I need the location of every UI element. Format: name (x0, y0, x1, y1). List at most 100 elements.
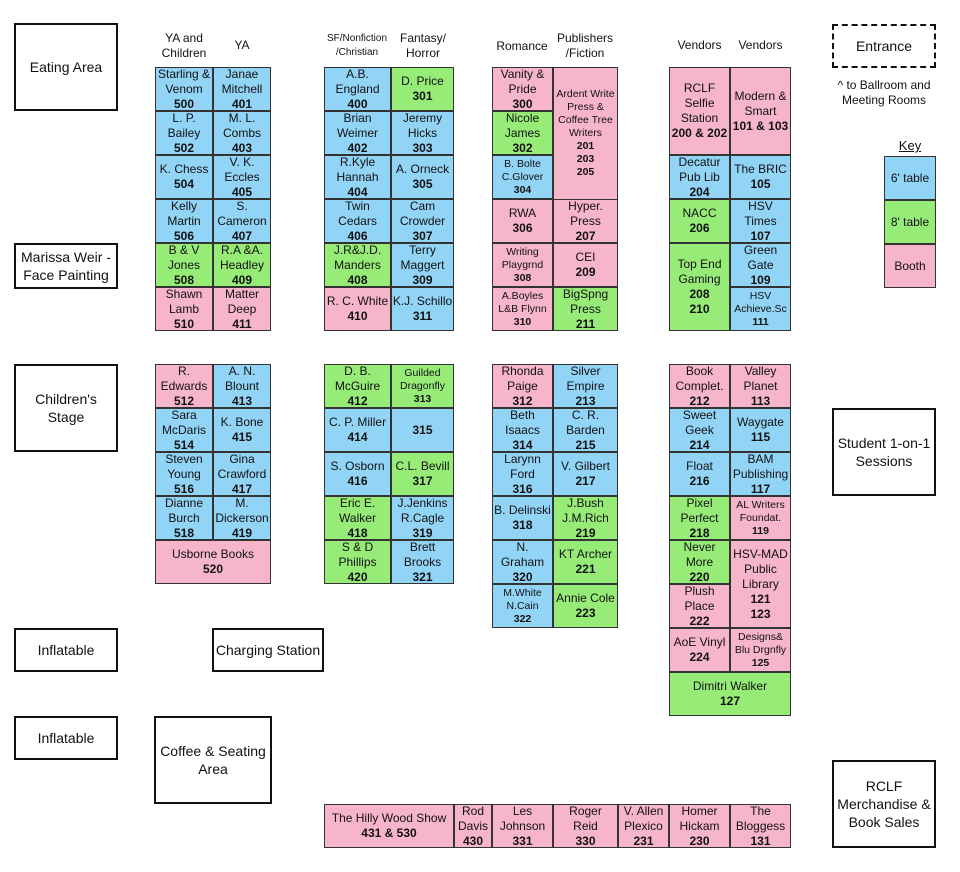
booth-number: 330 (575, 833, 596, 848)
key-6ft-table: 6' table (884, 156, 936, 200)
booth-name: Beth Isaacs (505, 408, 540, 437)
booth-number: 316 (512, 481, 533, 496)
booth-name: KT Archer (558, 547, 613, 561)
header-publishers: Publishers /Fiction (556, 31, 614, 60)
booth-430: Rod Davis 430 (454, 804, 492, 848)
booth-name: The BRIC (734, 162, 787, 176)
booth-number: 314 (512, 437, 533, 452)
booth-510: Shawn Lamb 510 (155, 287, 213, 331)
booth-300: Vanity & Pride 300 (492, 67, 553, 111)
booth-330: Roger Reid 330 (553, 804, 618, 848)
booth-number: 415 (231, 430, 253, 444)
booth-311: K.J. Schillo 311 (391, 287, 454, 331)
booth-name: R. C. White (326, 294, 389, 308)
booth-number: 514 (173, 437, 195, 452)
booth-219: J.Bush J.M.Rich 219 (553, 496, 618, 540)
booth-name: Dianne Burch (164, 496, 204, 525)
booth-215: C. R. Barden 215 (553, 408, 618, 452)
booth-200: RCLF Selfie Station 200 & 202 (669, 67, 730, 155)
ballroom-note: ^ to Ballroom and Meeting Rooms (837, 78, 931, 107)
booth-number: 131 (750, 833, 771, 848)
booth-name: C. P. Miller (328, 415, 387, 429)
booth-name: Roger Reid (569, 804, 602, 833)
booth-number: 412 (347, 393, 368, 408)
booth-520: Usborne Books 520 (155, 540, 271, 584)
key-booth: Booth (884, 244, 936, 288)
booth-101: Modern & Smart 101 & 103 (730, 67, 791, 155)
booth-number: 401 (231, 96, 253, 111)
booth-306: RWA 306 (492, 199, 553, 243)
booth-number: 407 (231, 228, 253, 243)
booth-name: NACC (682, 206, 717, 220)
booth-name: C. R. Barden (566, 408, 605, 437)
booth-name: K. Bone (220, 415, 264, 429)
booth-name: Annie Cole (556, 591, 615, 605)
booth-number: 304 (513, 183, 532, 196)
booth-number: 224 (689, 650, 710, 664)
booth-115: Waygate 115 (730, 408, 791, 452)
booth-number: 111 (752, 315, 769, 328)
booth-303: Jeremy Hicks 303 (391, 111, 454, 155)
booth-name: B & V Jones (167, 243, 201, 272)
booth-402: Brian Weimer 402 (324, 111, 391, 155)
booth-number: 115 (750, 430, 771, 444)
booth-119: AL Writers Foundat. 119 (730, 496, 791, 540)
booth-331: Les Johnson 331 (492, 804, 553, 848)
booth-number: 418 (347, 525, 368, 540)
booth-number: 410 (347, 309, 368, 323)
booth-number: 315 (412, 422, 433, 437)
booth-name: Shawn Lamb (165, 287, 203, 316)
booth-number: 223 (575, 606, 596, 620)
booth-name: Book Complet. (675, 364, 724, 393)
booth-number: 317 (412, 474, 433, 488)
booth-name: Usborne Books (171, 547, 255, 561)
booth-name: R. Edwards (160, 364, 208, 393)
booth-name: Les Johnson (499, 804, 546, 833)
booth-201: Ardent Write Press & Coffee Tree Writers… (553, 67, 618, 200)
booth-number: 222 (689, 613, 710, 628)
booth-name: R.Kyle Hannah (336, 155, 379, 184)
header-sf-nonfiction: SF/Nonfiction /Christian (326, 33, 388, 58)
booth-131: The Bloggess 131 (730, 804, 791, 848)
booth-number: 405 (231, 184, 253, 199)
booth-number: 109 (750, 272, 771, 287)
booth-number: 308 (513, 271, 532, 284)
booth-number: 208 210 (689, 287, 710, 316)
booth-500: Starling & Venom 500 (155, 67, 213, 111)
booth-208: Top End Gaming 208 210 (669, 243, 730, 331)
booth-405: V. K. Eccles 405 (213, 155, 271, 199)
booth-name: Brian Weimer (336, 111, 379, 140)
booth-number: 121 123 (750, 591, 771, 621)
booth-504: K. Chess 504 (155, 155, 213, 199)
booth-name: Starling & Venom (157, 67, 211, 96)
booth-411: Matter Deep 411 (213, 287, 271, 331)
booth-name: Kelly Martin (167, 199, 201, 228)
header-ya-children: YA and Children (161, 31, 207, 60)
booth-name: HSV Times (744, 199, 777, 228)
booth-name: M. Dickerson (215, 496, 269, 525)
booth-name: Green Gate (743, 243, 778, 272)
booth-408: J.R&J.D. Manders 408 (324, 243, 391, 287)
booth-name: BAM Publishing (732, 452, 789, 481)
booth-name: Janae Mitchell (221, 67, 263, 96)
booth-105: The BRIC 105 (730, 155, 791, 199)
booth-number: 321 (412, 569, 433, 584)
booth-name: N. Graham (500, 540, 545, 569)
booth-121: HSV-MAD Public Library 121 123 (730, 540, 791, 628)
booth-number: 502 (173, 140, 195, 155)
booth-221: KT Archer 221 (553, 540, 618, 584)
booth-301: D. Price 301 (391, 67, 454, 111)
booth-number: 209 (575, 265, 596, 279)
entrance: Entrance (832, 24, 936, 68)
booth-310: A.Boyles L&B Flynn 310 (492, 287, 553, 331)
booth-111: HSV Achieve.Sc 111 (730, 287, 791, 331)
booth-506: Kelly Martin 506 (155, 199, 213, 243)
booth-number: 305 (412, 177, 433, 191)
booth-number: 318 (512, 518, 533, 532)
booth-name: Valley Planet (743, 364, 778, 393)
booth-name: J.Jenkins R.Cagle (397, 496, 448, 525)
booth-name: Decatur Pub Lib (678, 155, 721, 184)
booth-419: M. Dickerson 419 (213, 496, 271, 540)
booth-name: Terry Maggert (400, 243, 445, 272)
booth-number: 231 (633, 833, 654, 848)
